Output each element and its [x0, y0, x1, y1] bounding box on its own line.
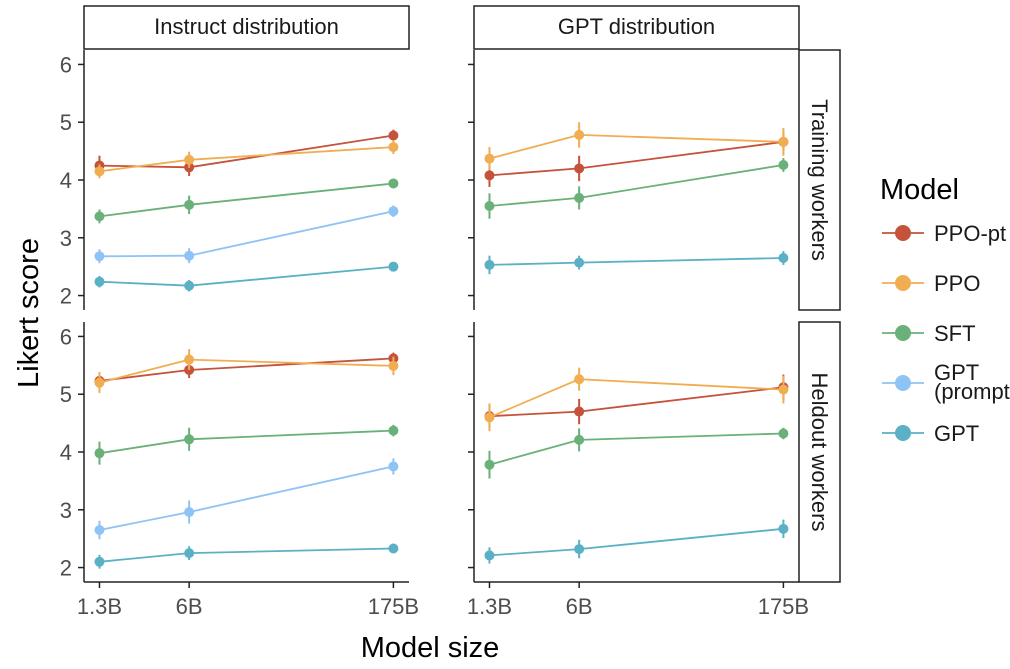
y-tick-label: 3 [60, 226, 72, 251]
legend-key-point [895, 325, 911, 341]
x-tick-label: 6B [566, 594, 593, 619]
data-point [184, 280, 195, 291]
data-point [184, 434, 195, 445]
facet-strip-column [473, 5, 800, 50]
data-point [184, 250, 195, 261]
data-point [778, 136, 789, 147]
y-tick-label: 5 [60, 382, 72, 407]
data-point [94, 525, 105, 535]
data-point [484, 170, 495, 181]
data-point [94, 276, 105, 287]
y-tick-label: 6 [60, 52, 72, 77]
legend-key-point [895, 275, 911, 291]
data-point [184, 354, 195, 365]
data-point [484, 153, 495, 164]
data-point [184, 154, 195, 165]
data-point [484, 550, 495, 561]
data-point [574, 434, 585, 445]
data-point [388, 142, 399, 153]
data-point [484, 412, 495, 423]
legend-label: SFT [934, 321, 976, 346]
facet-strip-column [83, 5, 410, 50]
data-point [388, 178, 399, 189]
data-point [484, 201, 495, 211]
legend-label: (prompted) [934, 379, 1010, 404]
x-tick-label: 175B [368, 594, 419, 619]
data-point [388, 543, 399, 554]
data-point [94, 377, 105, 388]
facet-strip-row [798, 49, 841, 311]
data-point [778, 428, 789, 439]
data-point [574, 192, 585, 203]
data-point [94, 251, 105, 262]
data-point [484, 459, 495, 470]
data-point [778, 384, 789, 395]
y-tick-label: 4 [60, 440, 72, 465]
data-point [574, 544, 585, 555]
legend-title: Model [880, 174, 959, 206]
legend-key-point [895, 425, 911, 441]
series-line [489, 527, 784, 557]
facet-strip-row-label: Heldout workers [807, 373, 832, 532]
series-line [489, 386, 784, 418]
data-point [778, 159, 789, 170]
data-point [388, 261, 399, 272]
y-tick-label: 2 [60, 284, 72, 309]
y-axis-label: Likert score [13, 238, 45, 388]
data-point [574, 163, 585, 174]
series-line [99, 547, 394, 563]
x-axis-label: Model size [361, 632, 500, 664]
series-line [99, 265, 394, 287]
x-tick-label: 1.3B [77, 594, 122, 619]
series-line [99, 182, 394, 218]
data-point [574, 129, 585, 140]
data-point [574, 374, 585, 385]
legend-label: GPT [934, 421, 979, 446]
data-point [484, 259, 495, 270]
series-line [99, 210, 394, 258]
data-point [388, 360, 399, 371]
data-point [94, 211, 105, 222]
y-tick-label: 3 [60, 498, 72, 523]
y-tick-label: 5 [60, 110, 72, 135]
data-point [388, 461, 399, 472]
facet-strip-column-label: Instruct distribution [154, 14, 339, 39]
y-tick-label: 4 [60, 168, 72, 193]
legend-key-point [895, 225, 911, 241]
data-point [778, 253, 789, 263]
facet-strip-row-label: Training workers [807, 99, 832, 261]
x-tick-label: 175B [758, 594, 809, 619]
legend-key-point [895, 375, 911, 391]
x-tick-label: 6B [176, 594, 203, 619]
data-point [94, 556, 105, 567]
legend-label: PPO-pt [934, 221, 1006, 246]
series-line [99, 465, 394, 531]
series-line [99, 429, 394, 455]
data-point [778, 523, 789, 534]
series-line [99, 358, 394, 384]
legend-label: PPO [934, 271, 980, 296]
data-point [388, 130, 399, 141]
series-line [489, 257, 784, 266]
data-point [574, 406, 585, 417]
data-point [94, 448, 105, 459]
data-point [388, 425, 399, 436]
series-line [489, 378, 784, 419]
x-tick-label: 1.3B [467, 594, 512, 619]
facet-strip-column-label: GPT distribution [558, 14, 715, 39]
y-tick-label: 2 [60, 556, 72, 581]
facet-strip-row [798, 321, 841, 583]
data-point [184, 548, 195, 559]
data-point [574, 257, 585, 268]
y-tick-label: 6 [60, 324, 72, 349]
series-line [99, 134, 394, 169]
data-point [184, 507, 195, 518]
legend-label: GPT [934, 360, 979, 385]
data-point [388, 206, 399, 217]
series-line [489, 432, 784, 466]
data-point [184, 199, 195, 210]
data-point [94, 166, 105, 177]
